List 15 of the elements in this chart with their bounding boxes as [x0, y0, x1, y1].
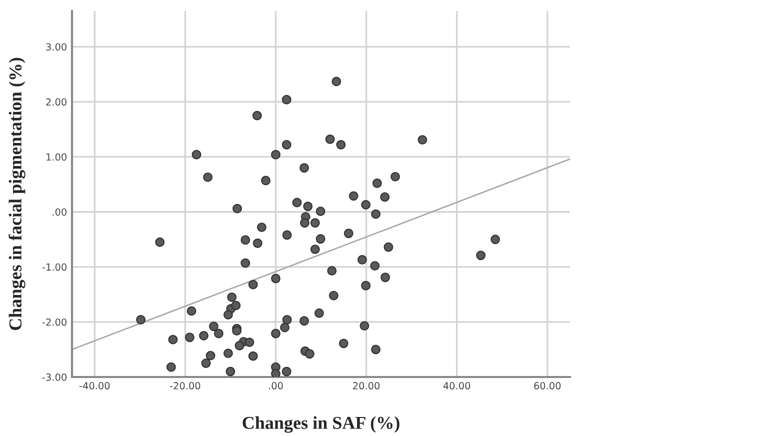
y-tick-label: -1.00: [42, 263, 66, 271]
x-tick-label: .00: [269, 382, 283, 390]
y-tick-label: -3.00: [42, 373, 66, 381]
y-tick-label: .00: [52, 208, 66, 216]
y-tick-label: 2.00: [46, 98, 66, 106]
x-tick-label: 20.00: [353, 382, 380, 390]
x-tick-label: 60.00: [534, 382, 561, 390]
y-tick-label: 1.00: [46, 153, 66, 161]
x-tick-label: -20.00: [170, 382, 200, 390]
x-tick-label: -40.00: [79, 382, 110, 390]
y-tick-label: -2.00: [42, 318, 66, 326]
y-axis-title: Changes in facial pigmentation (%): [8, 58, 26, 330]
y-tick-label: 3.00: [46, 43, 66, 51]
x-axis-title: Changes in SAF (%): [242, 416, 400, 433]
x-tick-label: 40.00: [443, 382, 470, 390]
